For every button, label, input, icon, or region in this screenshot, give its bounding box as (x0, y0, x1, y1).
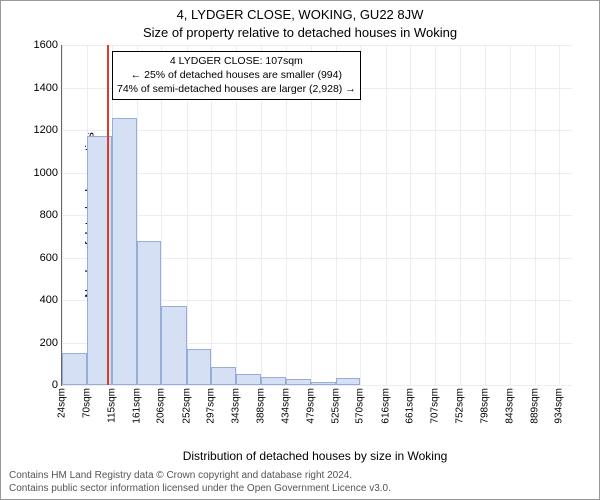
histogram-bar (261, 377, 286, 386)
gridline-v (410, 45, 411, 385)
x-tick-label: 570sqm (355, 388, 366, 424)
x-tick-label: 115sqm (106, 388, 117, 423)
reference-marker (107, 45, 109, 385)
x-tick-label: 252sqm (181, 388, 192, 424)
x-tick-label: 661sqm (405, 388, 416, 424)
y-tick-label: 1200 (34, 124, 58, 136)
y-tick-label: 1000 (34, 167, 58, 179)
histogram-bar (311, 382, 336, 385)
gridline-v (535, 45, 536, 385)
histogram-bar (137, 241, 162, 386)
histogram-bar (336, 378, 361, 385)
annotation-box: 4 LYDGER CLOSE: 107sqm ← 25% of detached… (112, 51, 361, 100)
plot-area: 0200400600800100012001400160024sqm70sqm1… (61, 45, 572, 386)
title-subtitle: Size of property relative to detached ho… (1, 25, 599, 40)
x-tick-label: 388sqm (255, 388, 266, 424)
x-tick-label: 24sqm (57, 388, 68, 418)
x-tick-label: 70sqm (82, 388, 93, 418)
x-axis-label: Distribution of detached houses by size … (61, 449, 569, 463)
title-address: 4, LYDGER CLOSE, WOKING, GU22 8JW (1, 7, 599, 22)
gridline-h (62, 130, 572, 131)
annotation-line3: 74% of semi-detached houses are larger (… (117, 82, 356, 96)
x-tick-label: 525sqm (330, 388, 341, 424)
y-tick-label: 600 (40, 252, 58, 264)
y-tick-label: 1400 (34, 82, 58, 94)
gridline-h (62, 385, 572, 386)
annotation-line1: 4 LYDGER CLOSE: 107sqm (117, 54, 356, 68)
chart-container: 4, LYDGER CLOSE, WOKING, GU22 8JW Size o… (0, 0, 600, 500)
histogram-bar (211, 367, 236, 385)
x-tick-label: 297sqm (206, 388, 217, 424)
x-tick-label: 752sqm (454, 388, 465, 424)
x-tick-label: 843sqm (504, 388, 515, 424)
histogram-bar (236, 374, 261, 385)
gridline-v (510, 45, 511, 385)
histogram-bar (286, 379, 311, 385)
footer-line1: Contains HM Land Registry data © Crown c… (9, 469, 391, 482)
y-tick-label: 400 (40, 294, 58, 306)
gridline-v (386, 45, 387, 385)
gridline-h (62, 215, 572, 216)
histogram-bar (161, 306, 186, 385)
gridline-h (62, 173, 572, 174)
gridline-v (460, 45, 461, 385)
x-tick-label: 798sqm (480, 388, 491, 424)
x-tick-label: 889sqm (529, 388, 540, 424)
gridline-v (485, 45, 486, 385)
x-tick-label: 707sqm (430, 388, 441, 424)
histogram-bar (187, 349, 212, 385)
gridline-v (559, 45, 560, 385)
gridline-h (62, 45, 572, 46)
y-tick-label: 1600 (34, 39, 58, 51)
x-tick-label: 206sqm (156, 388, 167, 424)
x-tick-label: 343sqm (231, 388, 242, 424)
y-tick-label: 800 (40, 209, 58, 221)
x-tick-label: 934sqm (554, 388, 565, 424)
x-tick-label: 434sqm (281, 388, 292, 424)
histogram-bar (112, 118, 137, 385)
histogram-bar (62, 353, 87, 385)
x-tick-label: 616sqm (380, 388, 391, 424)
x-tick-label: 161sqm (131, 388, 142, 424)
y-tick-label: 200 (40, 337, 58, 349)
gridline-v (62, 45, 63, 385)
x-tick-label: 479sqm (305, 388, 316, 424)
footer-line2: Contains public sector information licen… (9, 482, 391, 495)
annotation-line2: ← 25% of detached houses are smaller (99… (117, 68, 356, 82)
gridline-v (435, 45, 436, 385)
footer-text: Contains HM Land Registry data © Crown c… (9, 469, 391, 495)
